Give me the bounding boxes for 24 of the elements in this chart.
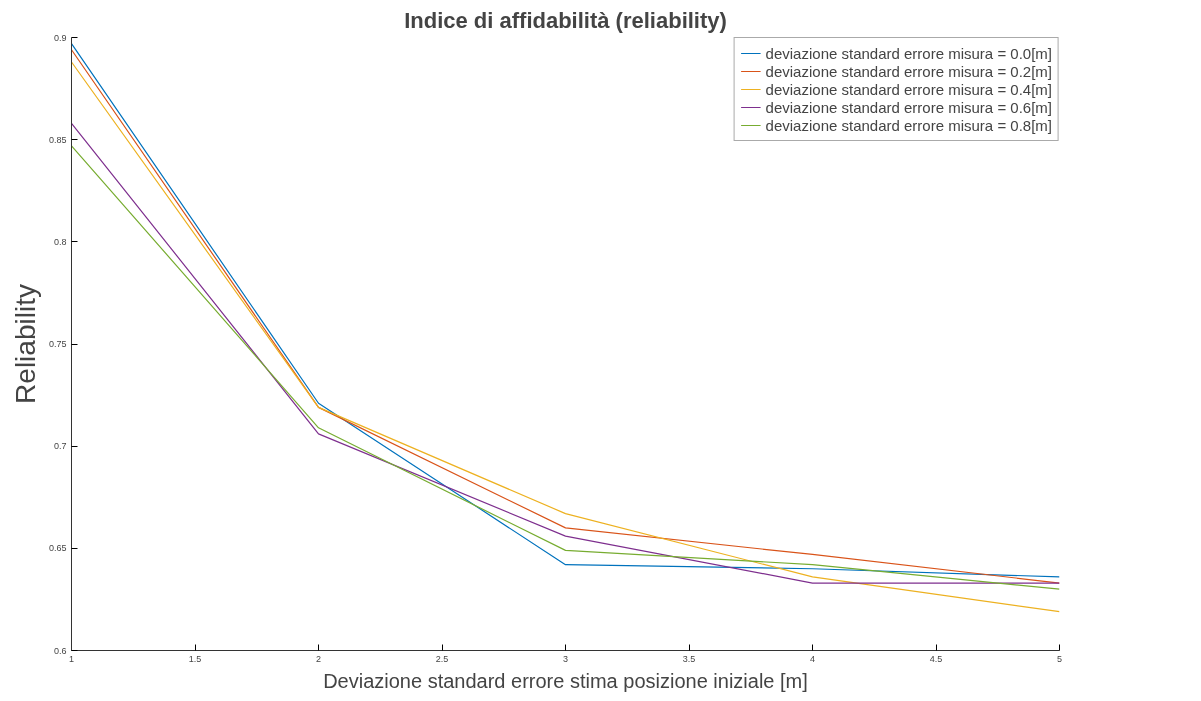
- legend-label: deviazione standard errore misura = 0.0[m]: [765, 44, 1052, 62]
- x-tick-label: 4: [810, 653, 816, 664]
- y-tick-label: 0.9: [53, 32, 67, 43]
- y-tick-label: 0.75: [48, 339, 67, 349]
- x-tick-label: 3.5: [682, 653, 696, 664]
- y-tick-label: 0.7: [53, 441, 67, 452]
- x-tick-label: 4.5: [929, 653, 943, 664]
- x-tick-label: 3: [563, 653, 569, 664]
- y-tick-label: 0.8: [53, 236, 67, 247]
- legend-label: deviazione standard errore misura = 0.4[m]: [765, 80, 1052, 98]
- y-axis-title: Reliability: [9, 284, 41, 404]
- y-tick-label: 0.85: [48, 134, 67, 145]
- x-tick-label: 5: [1057, 653, 1063, 664]
- y-tick-label: 0.6: [53, 645, 67, 656]
- x-tick-label: 1.5: [188, 653, 202, 664]
- x-tick-label: 1: [69, 653, 75, 664]
- legend-label: deviazione standard errore misura = 0.6[m]: [765, 98, 1052, 116]
- chart-title: Indice di affidabilità (reliability): [404, 7, 727, 33]
- x-tick-label: 2.5: [435, 653, 449, 664]
- legend-label: deviazione standard errore misura = 0.8[m]: [765, 116, 1052, 134]
- x-axis-title: Deviazione standard errore stima posizione iniziale [m]: [323, 669, 808, 692]
- x-tick-label: 2: [316, 653, 322, 664]
- legend-label: deviazione standard errore misura = 0.2[m]: [765, 62, 1052, 80]
- y-tick-label: 0.65: [48, 543, 67, 554]
